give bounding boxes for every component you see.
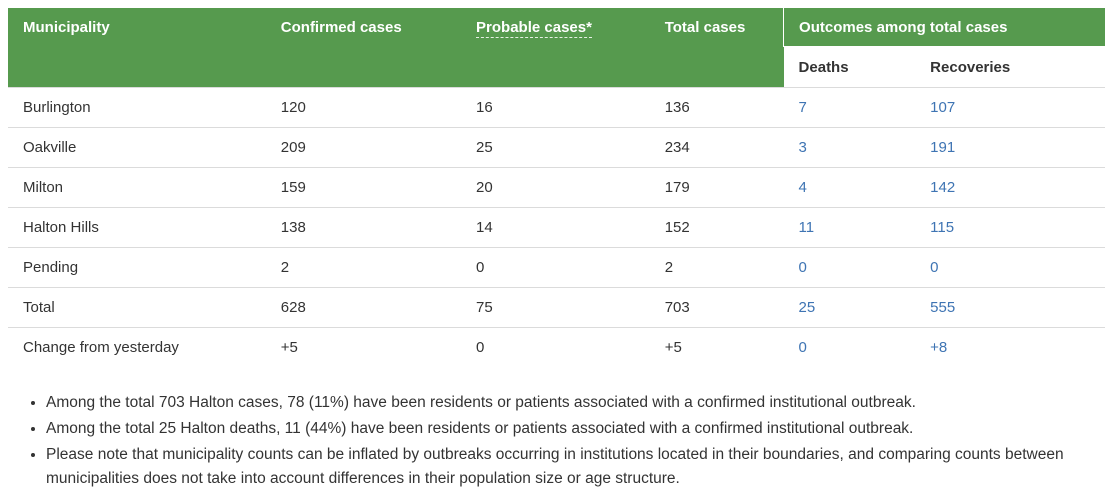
deaths-cell: 3 [783,127,916,168]
recoveries-cell: 191 [915,127,1105,168]
total-cell: 2 [649,247,784,288]
deaths-link[interactable]: 3 [798,139,807,156]
probable-cell: 20 [461,167,650,208]
footnote-municipality-counts-disclaimer: Please note that municipality counts can… [46,443,1095,491]
table-row-burlington: Burlington 120 16 136 7 107 [8,87,1105,128]
col-header-total-cases: Total cases [649,8,784,88]
col-header-deaths: Deaths [783,46,916,88]
recoveries-link[interactable]: +8 [930,339,948,356]
deaths-link[interactable]: 4 [798,179,807,196]
header-row-sub: Deaths Recoveries [8,46,1105,88]
municipality-cell: Oakville [8,127,266,168]
confirmed-cell: +5 [265,327,462,367]
table-row-oakville: Oakville 209 25 234 3 191 [8,127,1105,168]
probable-cell: 16 [461,87,650,128]
confirmed-cell: 120 [265,87,462,128]
recoveries-link[interactable]: 115 [930,219,955,236]
col-header-recoveries: Recoveries [915,46,1105,88]
municipality-cell: Burlington [8,87,266,128]
footnote-outbreak-cases: Among the total 703 Halton cases, 78 (11… [46,391,1095,415]
deaths-cell: 11 [783,207,916,248]
confirmed-cell: 209 [265,127,462,168]
recoveries-link[interactable]: 0 [930,259,939,276]
probable-cell: 0 [461,327,650,367]
probable-cell: 75 [461,287,650,328]
deaths-link[interactable]: 7 [798,99,807,116]
recoveries-link[interactable]: 142 [930,179,956,196]
col-header-outcomes-group: Outcomes among total cases [783,8,1105,47]
recoveries-cell: 555 [915,287,1105,328]
municipality-cell: Pending [8,247,266,288]
cases-by-municipality-table: Municipality Confirmed cases Probable ca… [8,8,1105,367]
col-header-confirmed-cases: Confirmed cases [265,8,462,88]
probable-cell: 0 [461,247,650,288]
footnote-outbreak-deaths: Among the total 25 Halton deaths, 11 (44… [46,417,1095,441]
municipality-cell: Halton Hills [8,207,266,248]
table-row-pending: Pending 2 0 2 0 0 [8,247,1105,288]
deaths-cell: 4 [783,167,916,208]
probable-cell: 25 [461,127,650,168]
recoveries-link[interactable]: 555 [930,299,956,316]
total-cell: 136 [649,87,784,128]
deaths-link[interactable]: 11 [798,219,815,236]
deaths-link[interactable]: 0 [798,259,807,276]
table-row-total: Total 628 75 703 25 555 [8,287,1105,328]
total-cell: 703 [649,287,784,328]
total-cell: +5 [649,327,784,367]
table-row-halton-hills: Halton Hills 138 14 152 11 115 [8,207,1105,248]
recoveries-cell: 115 [915,207,1105,248]
deaths-link[interactable]: 25 [798,299,816,316]
deaths-link[interactable]: 0 [798,339,807,356]
footnotes-list: Among the total 703 Halton cases, 78 (11… [8,391,1105,491]
probable-cases-tooltip-term[interactable]: Probable cases* [476,19,592,38]
municipality-cell: Change from yesterday [8,327,266,367]
municipality-cell: Total [8,287,266,328]
recoveries-cell: 107 [915,87,1105,128]
total-cell: 234 [649,127,784,168]
header-row-main: Municipality Confirmed cases Probable ca… [8,8,1105,88]
confirmed-cell: 2 [265,247,462,288]
deaths-cell: 7 [783,87,916,128]
deaths-cell: 0 [783,327,916,367]
deaths-cell: 25 [783,287,916,328]
col-header-municipality: Municipality [8,8,266,88]
table-row-milton: Milton 159 20 179 4 142 [8,167,1105,208]
municipality-cell: Milton [8,167,266,208]
recoveries-link[interactable]: 191 [930,139,956,156]
deaths-cell: 0 [783,247,916,288]
confirmed-cell: 138 [265,207,462,248]
table-row-change-from-yesterday: Change from yesterday +5 0 +5 0 +8 [8,327,1105,367]
recoveries-cell: 0 [915,247,1105,288]
recoveries-cell: 142 [915,167,1105,208]
probable-cell: 14 [461,207,650,248]
total-cell: 179 [649,167,784,208]
confirmed-cell: 159 [265,167,462,208]
col-header-probable-cases: Probable cases* [461,8,650,88]
recoveries-link[interactable]: 107 [930,99,956,116]
recoveries-cell: +8 [915,327,1105,367]
total-cell: 152 [649,207,784,248]
confirmed-cell: 628 [265,287,462,328]
